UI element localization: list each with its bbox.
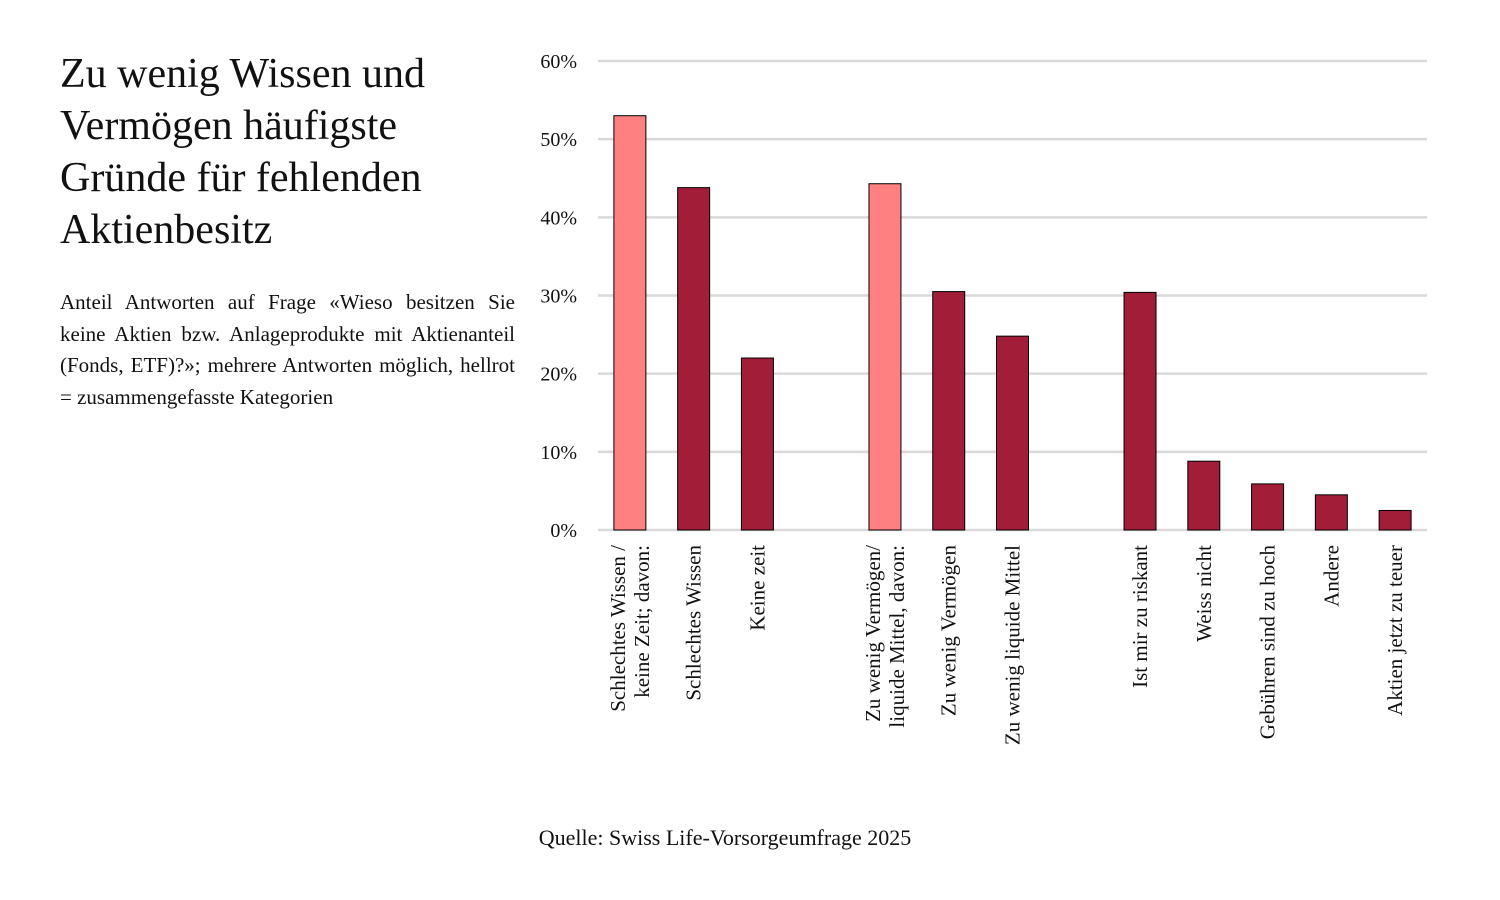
x-tick-label: Zu wenig liquide Mittel: [1001, 545, 1025, 745]
y-tick-label: 30%: [540, 286, 577, 308]
x-tick-label: Aktien jetzt zu teuer: [1383, 545, 1407, 716]
bar: [740, 357, 774, 531]
x-tick-label: Gebühren sind zu hoch: [1256, 545, 1280, 740]
bar: [1378, 509, 1412, 531]
y-tick-label: 20%: [540, 364, 577, 386]
x-tick-label: Andere: [1319, 545, 1343, 607]
source-note: Quelle: Swiss Life-Vorsorgeumfrage 2025: [538, 825, 912, 850]
chart-subtitle: Anteil Antworten auf Frage «Wieso besitz…: [60, 290, 515, 409]
bar: [868, 183, 902, 531]
y-tick-label: 0%: [550, 520, 577, 542]
bar: [677, 187, 711, 531]
x-tick-label: Schlechtes Wissen /keine Zeit; davon:: [606, 545, 654, 712]
x-tick-label: Zu wenig Vermögen/liquide Mittel, davon:: [861, 545, 909, 728]
chart-title: Zu wenig Wissen und Vermögen häufigste G…: [60, 51, 425, 253]
y-tick-label: 40%: [540, 207, 577, 229]
x-tick-label: Schlechtes Wissen: [682, 545, 706, 701]
bar: [1251, 483, 1285, 531]
x-tick-label: Zu wenig Vermögen: [937, 545, 961, 717]
y-tick-label: 10%: [540, 442, 577, 464]
bar: [613, 115, 647, 531]
y-tick-label: 60%: [540, 51, 577, 73]
bar: [1314, 494, 1348, 531]
bar: [1123, 291, 1157, 531]
x-tick-label: Weiss nicht: [1192, 545, 1216, 642]
bar: [996, 335, 1029, 531]
x-tick-label: Keine zeit: [745, 545, 769, 631]
y-tick-label: 50%: [540, 129, 577, 151]
bar: [1187, 460, 1221, 531]
bar: [932, 291, 966, 531]
x-tick-label: Ist mir zu riskant: [1128, 545, 1152, 688]
